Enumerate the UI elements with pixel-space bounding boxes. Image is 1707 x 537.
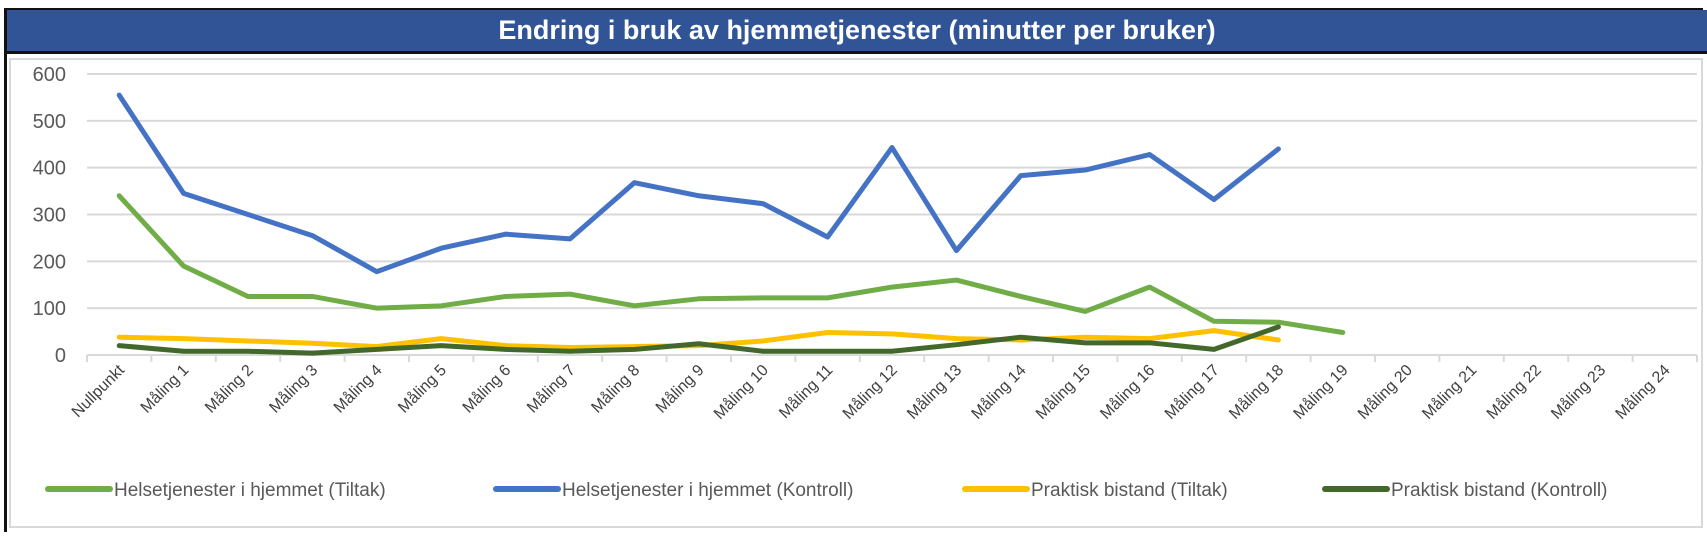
x-tick-label: Nullpunkt — [69, 361, 129, 421]
legend-label: Praktisk bistand (Kontroll) — [1391, 480, 1607, 501]
y-tick-label: 600 — [33, 64, 66, 86]
x-tick-label: Måling 4 — [330, 361, 386, 417]
y-tick-label: 300 — [33, 205, 66, 227]
y-tick-label: 0 — [55, 345, 66, 367]
x-tick-label: Måling 19 — [1290, 361, 1352, 423]
x-tick-label: Måling 7 — [523, 361, 579, 417]
legend-label: Praktisk bistand (Tiltak) — [1031, 480, 1228, 501]
x-tick-label: Måling 13 — [903, 361, 965, 423]
x-tick-label: Måling 3 — [266, 361, 322, 417]
x-tick-label: Måling 22 — [1483, 361, 1545, 423]
legend-label: Helsetjenester i hjemmet (Tiltak) — [114, 480, 386, 501]
x-tick-label: Måling 2 — [201, 361, 257, 417]
chart-title-bar: Endring i bruk av hjemmetjenester (minut… — [7, 10, 1707, 54]
x-tick-label: Måling 9 — [652, 361, 708, 417]
plot-area-border — [9, 58, 1703, 528]
y-tick-label: 100 — [33, 298, 66, 320]
x-tick-label: Måling 18 — [1225, 361, 1287, 423]
chart-title: Endring i bruk av hjemmetjenester (minut… — [498, 15, 1216, 45]
y-tick-label: 500 — [33, 111, 66, 133]
y-tick-label: 200 — [33, 251, 66, 273]
x-tick-label: Måling 12 — [839, 361, 901, 423]
x-tick-label: Måling 6 — [459, 361, 515, 417]
y-tick-label: 400 — [33, 158, 66, 180]
x-tick-label: Måling 8 — [588, 361, 644, 417]
x-tick-label: Måling 10 — [710, 361, 772, 423]
x-tick-label: Måling 16 — [1097, 361, 1159, 423]
x-tick-label: Måling 15 — [1032, 361, 1094, 423]
x-tick-label: Måling 14 — [968, 361, 1030, 423]
x-tick-label: Måling 1 — [137, 361, 193, 417]
x-tick-label: Måling 20 — [1354, 361, 1416, 423]
x-tick-label: Måling 17 — [1161, 361, 1223, 423]
x-tick-label: Måling 24 — [1612, 361, 1674, 423]
chart-frame — [4, 8, 1703, 532]
series-line-0 — [116, 193, 1346, 336]
legend-label: Helsetjenester i hjemmet (Kontroll) — [562, 480, 853, 501]
x-tick-label: Måling 5 — [395, 361, 451, 417]
x-tick-label: Måling 23 — [1547, 361, 1609, 423]
x-tick-label: Måling 11 — [775, 361, 836, 422]
x-tick-label: Måling 21 — [1419, 361, 1481, 423]
